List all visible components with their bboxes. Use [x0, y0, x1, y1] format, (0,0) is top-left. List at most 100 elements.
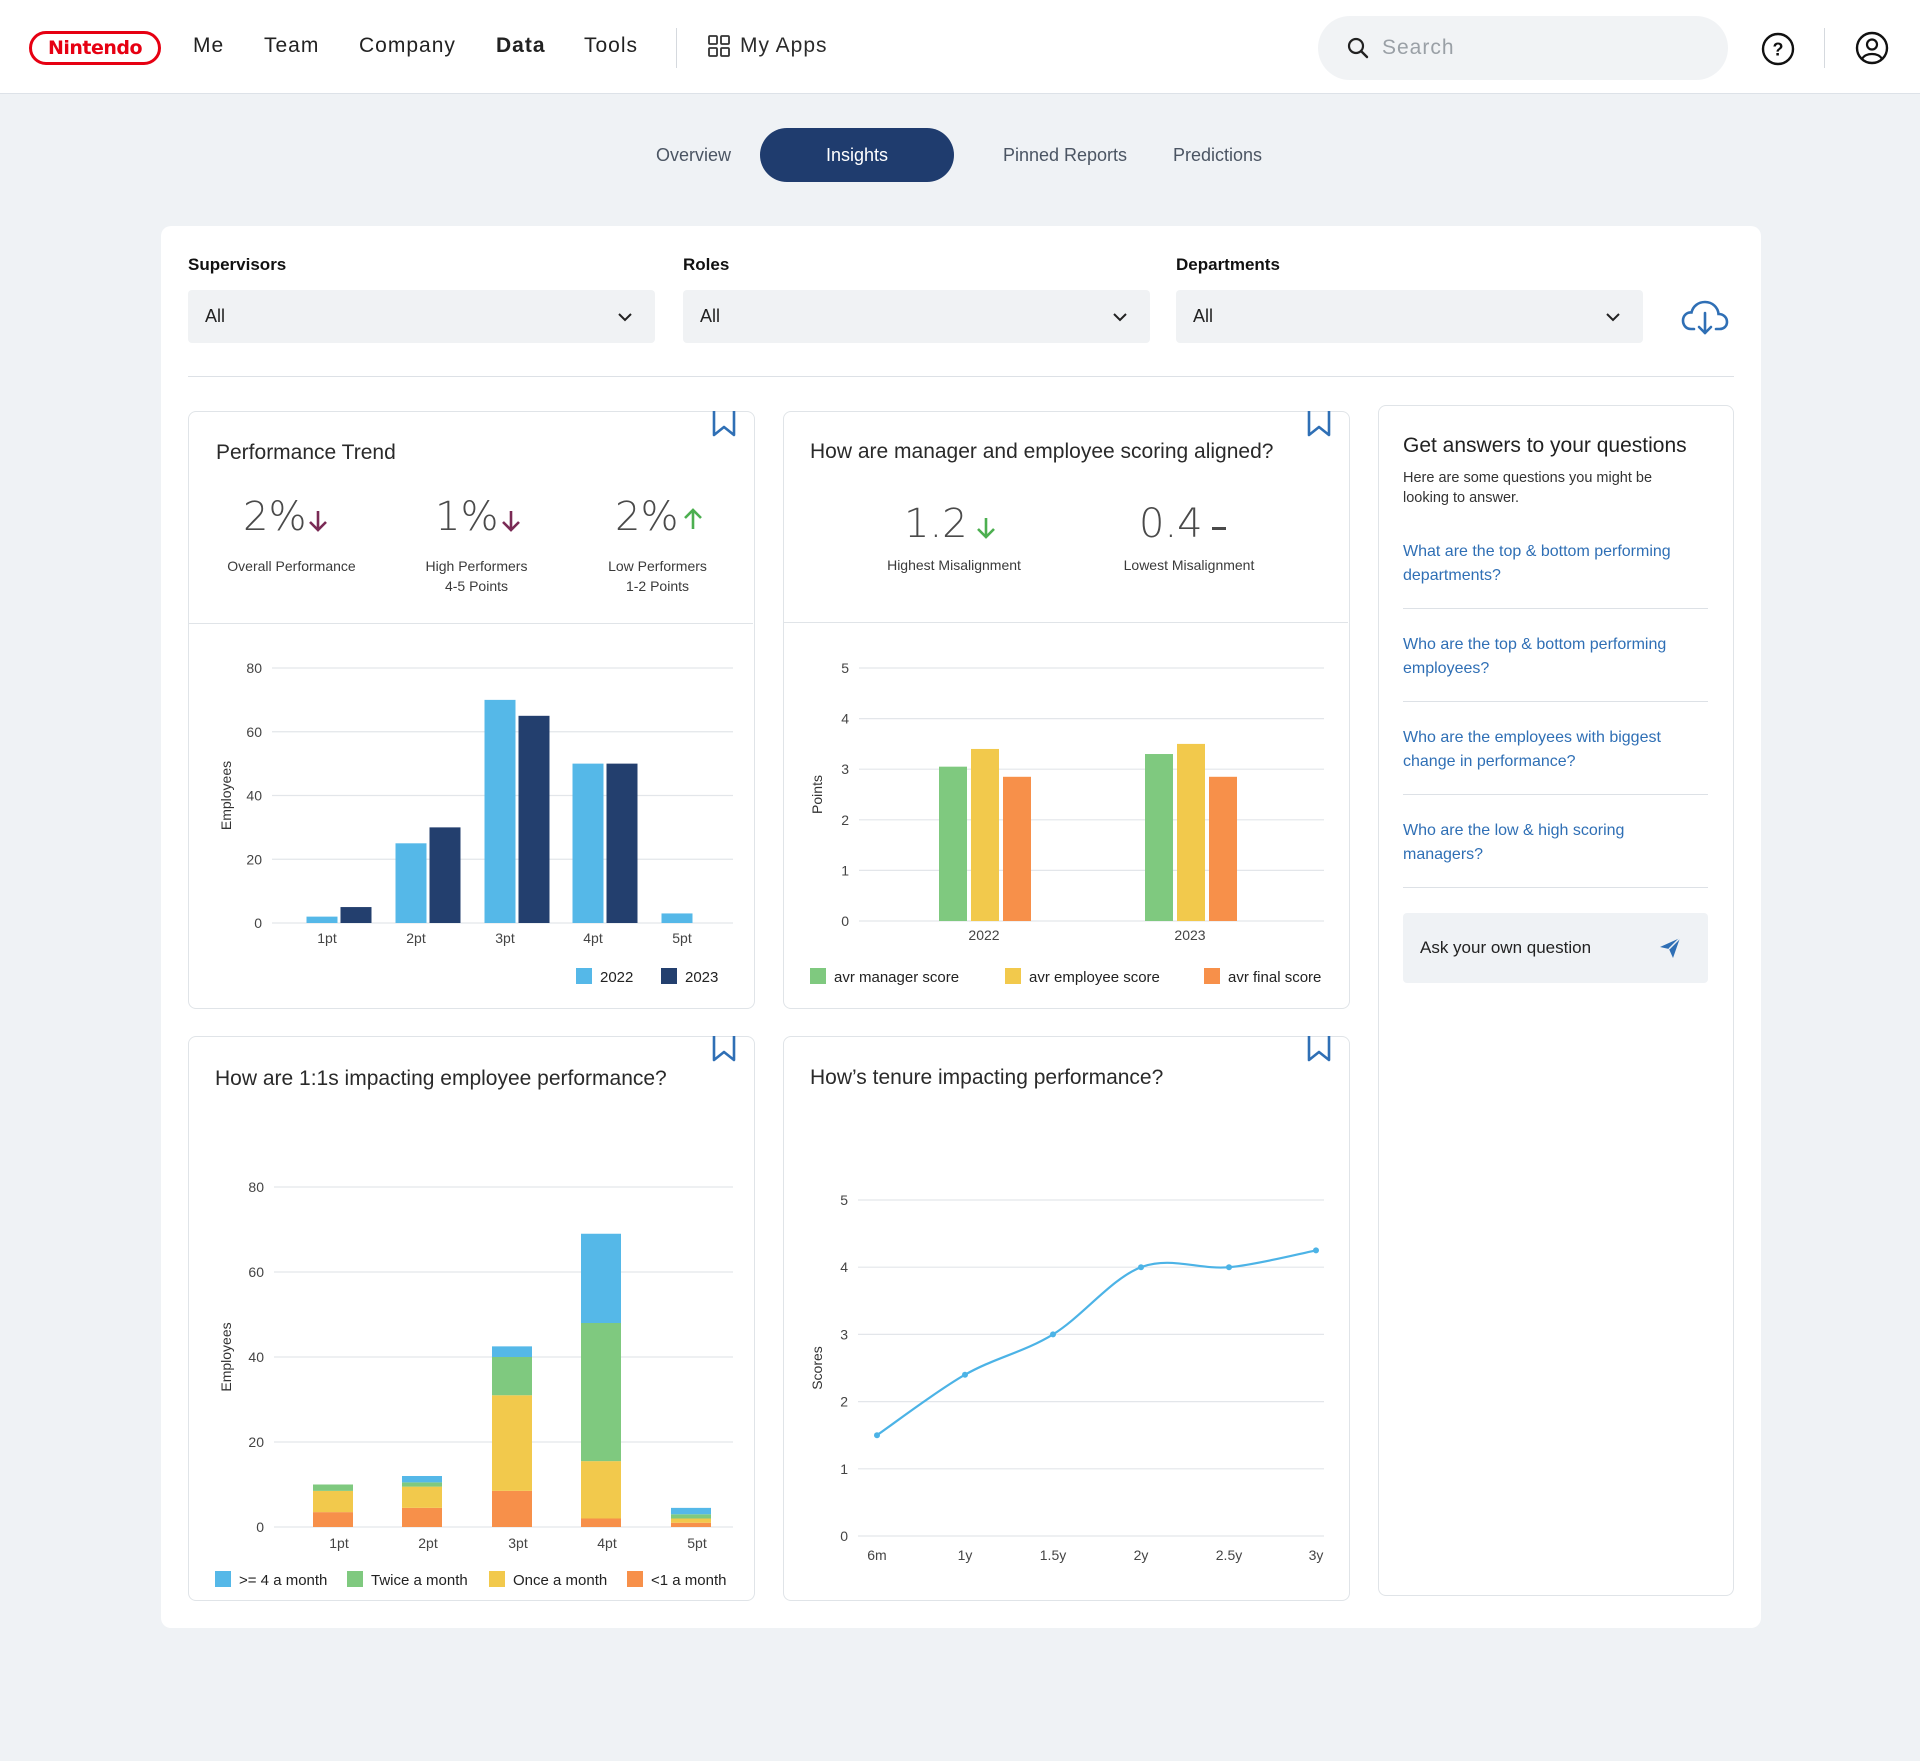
- bar-segment: [313, 1490, 353, 1513]
- search-box[interactable]: [1318, 16, 1728, 80]
- y-tick-label: 1: [840, 1461, 848, 1477]
- tab-predictions[interactable]: Predictions: [1172, 144, 1263, 165]
- bar: [429, 827, 461, 923]
- x-tick-label: 2.5y: [1216, 1547, 1242, 1563]
- tab-insights[interactable]: Insights: [760, 128, 954, 182]
- data-point: [874, 1432, 880, 1439]
- legend-swatch: [576, 968, 592, 984]
- y-tick-label: 5: [840, 1192, 848, 1208]
- y-tick-label: 4: [841, 711, 849, 727]
- search-input[interactable]: [1382, 36, 1702, 60]
- user-avatar-icon[interactable]: [1855, 31, 1889, 65]
- legend-swatch: [810, 968, 826, 984]
- departments-value: All: [1193, 306, 1214, 326]
- qa-divider: [1403, 608, 1708, 609]
- help-icon[interactable]: ?: [1761, 32, 1795, 66]
- arrow-down-icon: [309, 511, 327, 532]
- bookmark-icon[interactable]: [1307, 1034, 1331, 1062]
- stat-label: Lowest Misalignment: [1123, 557, 1255, 573]
- legend-swatch: [1204, 968, 1220, 984]
- qa-subtitle: Here are some questions you might be loo…: [1403, 470, 1653, 506]
- y-axis-label: Scores: [809, 1346, 825, 1390]
- bar-segment: [671, 1522, 711, 1527]
- y-tick-label: 40: [246, 788, 262, 804]
- y-tick-label: 0: [841, 913, 849, 929]
- x-tick-label: 5pt: [672, 930, 692, 946]
- chevron-down-icon: [618, 312, 632, 321]
- y-tick-label: 20: [248, 1434, 264, 1450]
- stat-value: 2%: [615, 494, 679, 540]
- y-tick-label: 2: [840, 1394, 848, 1410]
- tab-overview[interactable]: Overview: [655, 144, 731, 165]
- flat-dash-icon: [1212, 527, 1226, 530]
- panel-title: How are 1:1s impacting employee performa…: [215, 1067, 667, 1090]
- question-link[interactable]: Who are the employees with biggest chang…: [1403, 729, 1661, 770]
- y-tick-label: 3: [840, 1326, 848, 1342]
- legend-swatch: [627, 1571, 643, 1587]
- question-link[interactable]: What are the top & bottom performing dep…: [1403, 543, 1671, 584]
- legend-swatch: [1005, 968, 1021, 984]
- chevron-down-icon: [1113, 312, 1127, 321]
- nintendo-logo[interactable]: Nintendo: [29, 31, 161, 65]
- one-on-ones-chart: 0 20 40 60 80 Employees 1pt 2pt 3pt 4pt 5pt >= 4 a …: [215, 1179, 733, 1589]
- nav-item-team[interactable]: Team: [264, 34, 320, 57]
- send-icon[interactable]: [1658, 936, 1682, 960]
- bar: [340, 907, 372, 923]
- legend-label: avr final score: [1228, 969, 1321, 986]
- data-point: [1138, 1264, 1144, 1271]
- bookmark-icon[interactable]: [712, 409, 736, 437]
- y-tick-label: 0: [256, 1519, 264, 1535]
- question-link[interactable]: Who are the low & high scoring managers?: [1403, 822, 1625, 863]
- nav-item-me[interactable]: Me: [193, 34, 225, 57]
- data-point: [1050, 1331, 1056, 1338]
- data-point: [1313, 1247, 1319, 1254]
- departments-select[interactable]: All: [1176, 290, 1643, 343]
- arrow-up-icon: [684, 508, 702, 529]
- svg-text:?: ?: [1773, 40, 1784, 60]
- supervisors-select[interactable]: All: [188, 290, 655, 343]
- data-point: [1226, 1264, 1232, 1271]
- x-tick-label: 2pt: [418, 1535, 438, 1551]
- x-tick-label: 2pt: [406, 930, 426, 946]
- panel-divider: [189, 623, 753, 624]
- cloud-download-icon[interactable]: [1681, 299, 1729, 337]
- bar: [1209, 776, 1237, 921]
- arrow-down-icon: [502, 511, 520, 532]
- nav-item-company[interactable]: Company: [359, 34, 456, 57]
- panel-title: How’s tenure impacting performance?: [810, 1066, 1164, 1089]
- nav-divider: [676, 28, 677, 68]
- x-tick-label: 1pt: [317, 930, 337, 946]
- legend-swatch: [347, 1571, 363, 1587]
- legend-label: avr employee score: [1029, 969, 1160, 986]
- insights-card: Supervisors All Roles All Departments Al…: [161, 226, 1761, 1628]
- bar-segment: [402, 1486, 442, 1508]
- x-tick-label: 1pt: [329, 1535, 349, 1551]
- my-apps-button[interactable]: My Apps: [708, 34, 828, 58]
- legend-label: Once a month: [513, 1572, 607, 1589]
- y-tick-label: 5: [841, 660, 849, 676]
- bookmark-icon[interactable]: [712, 1034, 736, 1062]
- bar-segment: [671, 1514, 711, 1519]
- legend-label: <1 a month: [651, 1572, 726, 1589]
- bar: [661, 913, 693, 923]
- ask-question-label: Ask your own question: [1420, 938, 1592, 957]
- roles-label: Roles: [683, 255, 730, 274]
- qa-divider: [1403, 887, 1708, 888]
- x-tick-label: 2y: [1134, 1547, 1149, 1563]
- bar: [306, 916, 338, 923]
- chevron-down-icon: [1606, 312, 1620, 321]
- grid-icon: [708, 35, 730, 57]
- bookmark-icon[interactable]: [1307, 409, 1331, 437]
- question-link[interactable]: Who are the top & bottom performing empl…: [1403, 636, 1667, 677]
- tab-pinned-reports[interactable]: Pinned Reports: [1002, 144, 1128, 165]
- roles-select[interactable]: All: [683, 290, 1150, 343]
- ask-question-input[interactable]: Ask your own question: [1403, 913, 1708, 983]
- nav-item-tools[interactable]: Tools: [584, 34, 639, 57]
- nav-item-data[interactable]: Data: [496, 34, 546, 57]
- y-tick-label: 40: [248, 1349, 264, 1365]
- arrow-down-icon: [977, 518, 995, 539]
- bar: [971, 748, 999, 921]
- bar: [1003, 776, 1031, 921]
- qa-divider: [1403, 701, 1708, 702]
- x-tick-label: 1y: [958, 1547, 973, 1563]
